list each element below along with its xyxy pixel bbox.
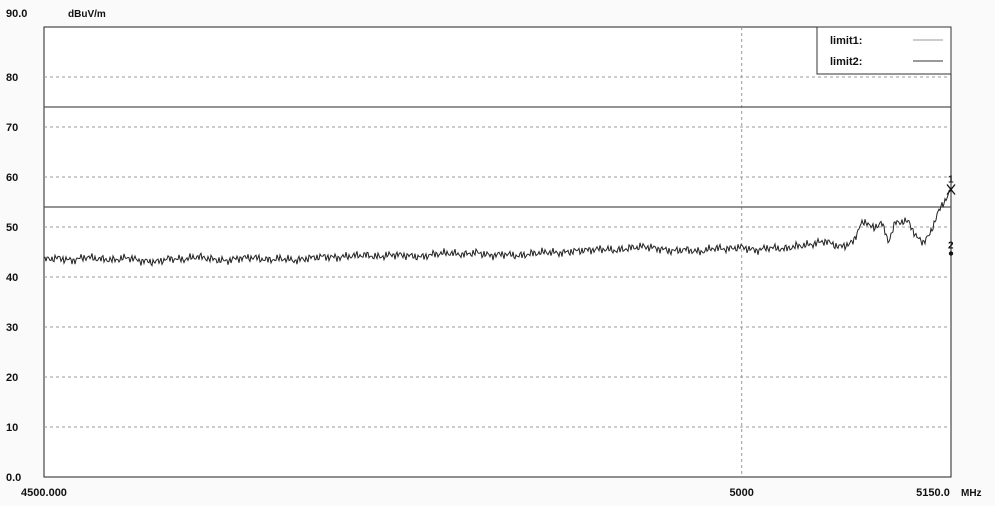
y-tick-label: 90.0 [6,8,27,20]
y-tick-label: 30 [6,322,18,334]
x-tick-label: 5150.0 [916,487,950,499]
grid [44,27,951,477]
marker-2-symbol [948,251,954,256]
markers: 12 [946,175,956,256]
x-axis-unit-label: MHz [961,488,982,499]
limit-lines [44,106,951,208]
y-axis-unit-label: dBuV/m [68,9,106,20]
legend-label-limit1: limit1: [830,35,862,47]
x-axis-ticks: 4500.000 5000 5150.0 [21,487,950,499]
marker-1-symbol [946,184,956,195]
plot-background [43,26,952,478]
y-tick-label: 0.0 [6,472,21,484]
y-tick-label: 50 [6,222,18,234]
y-tick-label: 70 [6,122,18,134]
y-tick-label: 60 [6,172,18,184]
legend-box [816,26,952,75]
legend-label-limit2: limit2: [830,56,862,68]
y-axis-ticks: 0.0 10 20 30 40 50 60 70 80 90.0 [6,8,27,484]
series [43,188,952,267]
x-tick-label: 5000 [729,487,753,499]
x-tick-label: 4500.000 [21,487,67,499]
y-tick-label: 20 [6,372,18,384]
marker-1-label: 1 [948,175,954,186]
y-tick-label: 80 [6,72,18,84]
y-tick-label: 10 [6,422,18,434]
legend: limit1: limit2: [816,26,952,75]
series-line-1 [43,188,952,267]
marker-2-label: 2 [948,241,954,252]
y-tick-label: 40 [6,272,18,284]
